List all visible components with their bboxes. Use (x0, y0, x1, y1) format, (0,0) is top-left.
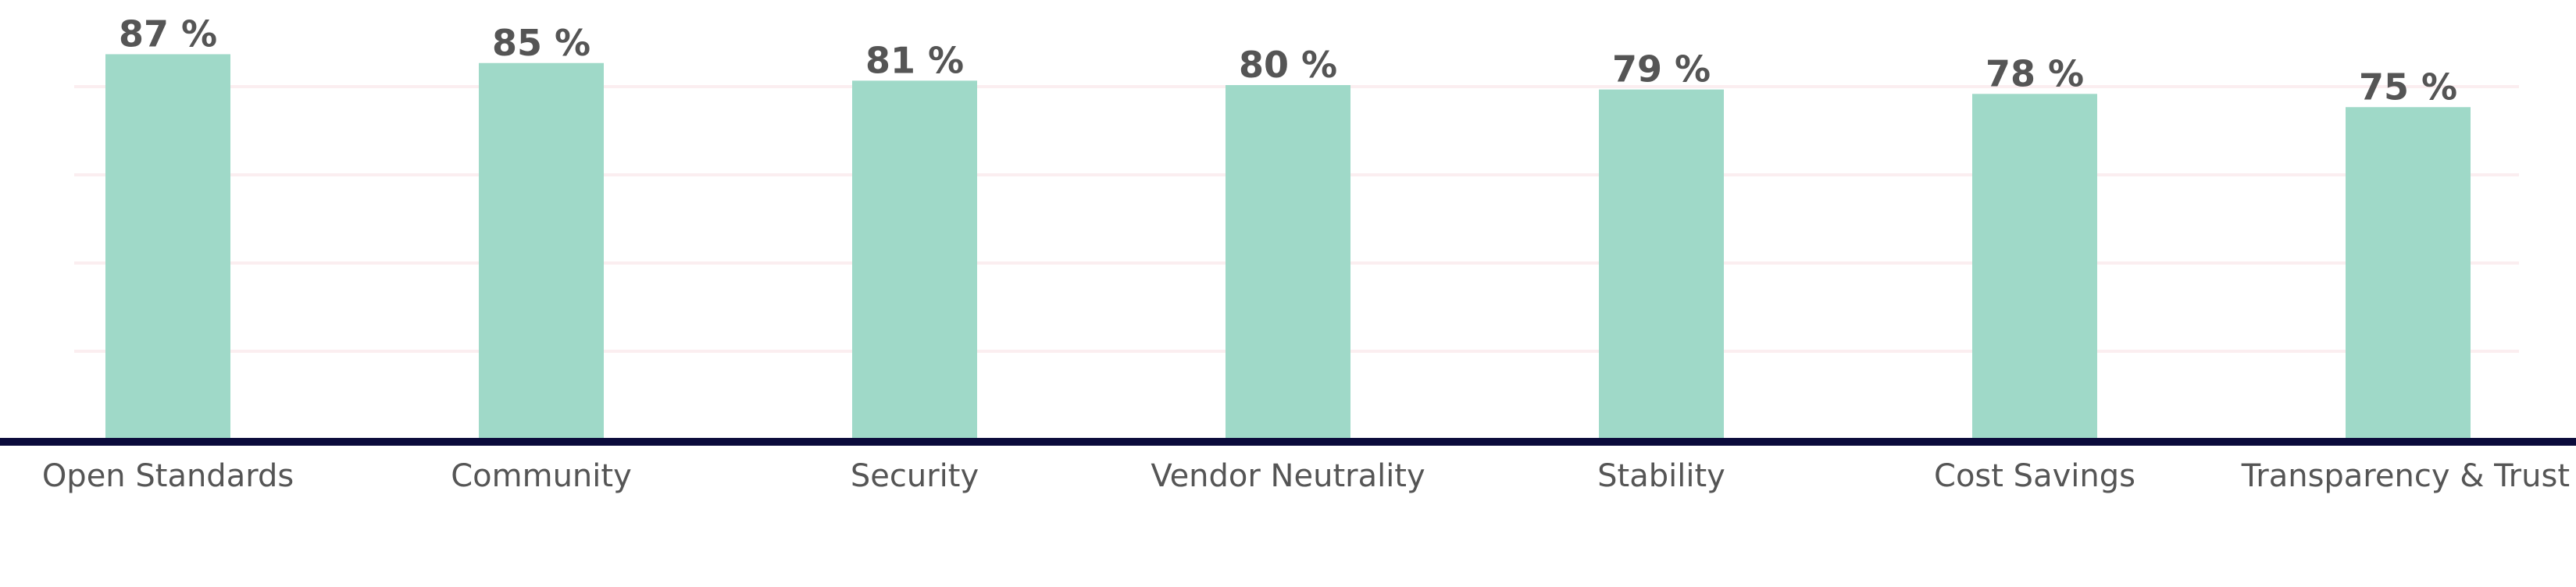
bars (105, 54, 2471, 439)
category-label: Security (851, 458, 979, 494)
category-labels: Open Standards Community Security Vendor Ne… (42, 458, 2570, 494)
bar (2346, 107, 2471, 438)
bar-value-label: 80 % (1239, 44, 1337, 86)
bar-value-label: 81 % (865, 39, 964, 81)
category-label: Transparency & Trust (2241, 458, 2570, 494)
bar-value-label: 75 % (2359, 66, 2457, 108)
category-label: Open Standards (42, 458, 294, 494)
bar (1599, 89, 1724, 439)
bar-value-label: 78 % (1986, 52, 2084, 94)
bar-value-label: 85 % (492, 22, 590, 64)
bar (479, 62, 604, 438)
category-label: Community (451, 458, 632, 494)
bar-value-label: 79 % (1612, 48, 1711, 91)
value-labels: 87 % 85 % 81 % 80 % 79 % 78 % 75 % (119, 12, 2457, 108)
bar-value-label: 87 % (119, 12, 217, 55)
bar (105, 54, 230, 438)
bar (1972, 94, 2097, 439)
category-label: Stability (1597, 458, 1725, 494)
bar (1226, 85, 1350, 438)
category-label: Cost Savings (1934, 458, 2135, 494)
category-label: Vendor Neutrality (1151, 458, 1425, 494)
bar (852, 80, 977, 438)
